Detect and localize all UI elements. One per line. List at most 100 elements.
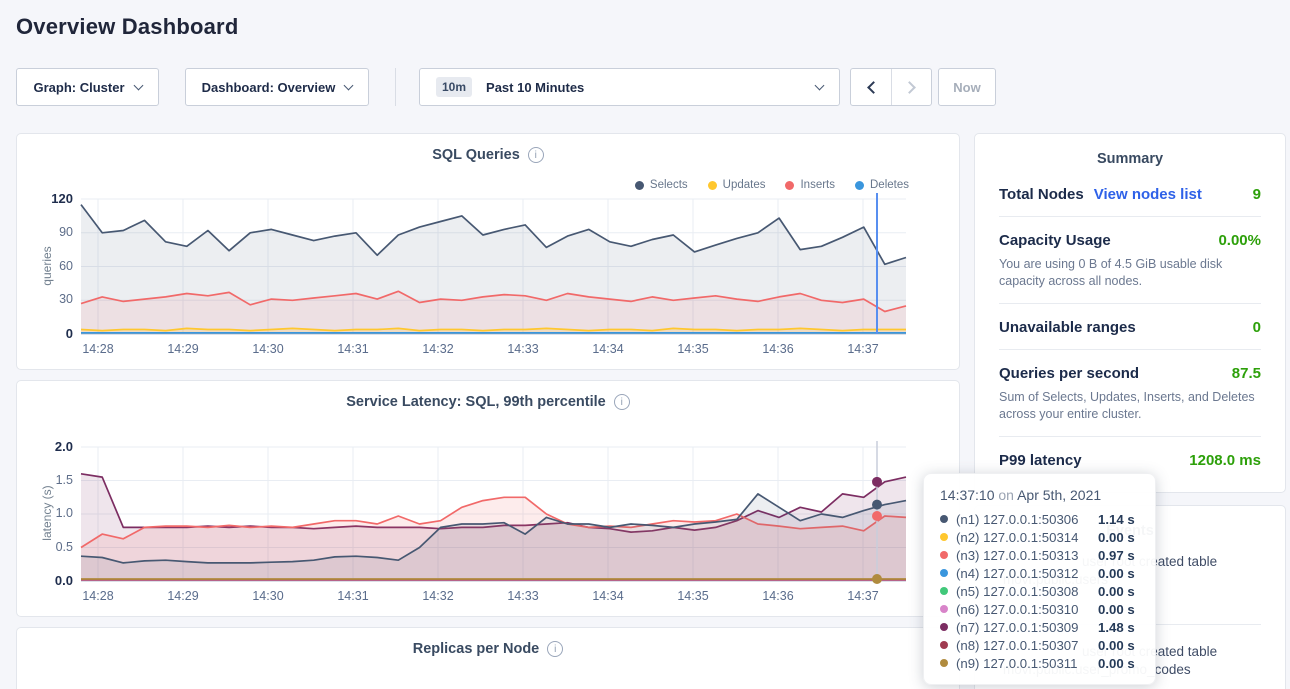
node-address: (n4) 127.0.0.1:50312 xyxy=(956,565,1079,581)
y-axis-tick: 1.0 xyxy=(55,506,73,520)
info-icon[interactable] xyxy=(547,641,564,657)
summary-panel: Summary Total Nodes View nodes list 9 Ca… xyxy=(974,133,1286,493)
x-axis-tick: 14:35 xyxy=(677,342,709,356)
dashboard-dropdown[interactable]: Dashboard: Overview xyxy=(185,68,369,106)
node-address: (n2) 127.0.0.1:50314 xyxy=(956,529,1079,545)
node-latency-value: 0.00 s xyxy=(1098,601,1135,617)
queries-per-second-label: Queries per second xyxy=(999,365,1140,382)
node-latency-value: 1.48 s xyxy=(1098,619,1135,635)
page-title: Overview Dashboard xyxy=(16,14,239,39)
controls-divider xyxy=(395,68,396,106)
now-button[interactable]: Now xyxy=(938,68,996,106)
tooltip-node-row: (n8) 127.0.0.1:50307 0.00 s xyxy=(924,636,1155,654)
x-axis-tick: 14:29 xyxy=(167,342,199,356)
view-nodes-list-link[interactable]: View nodes list xyxy=(1093,186,1202,203)
x-axis-tick: 14:37 xyxy=(847,342,879,356)
chevron-down-icon xyxy=(343,80,354,91)
node-latency-value: 1.14 s xyxy=(1098,511,1135,527)
node-address: (n7) 127.0.0.1:50309 xyxy=(956,619,1079,635)
tooltip-node-row: (n1) 127.0.0.1:50306 1.14 s xyxy=(924,510,1155,528)
node-dot-icon xyxy=(940,605,948,613)
x-axis-tick: 14:35 xyxy=(677,589,709,603)
x-axis-tick: 14:30 xyxy=(252,589,284,603)
p99-latency-value: 1208.0 ms xyxy=(1189,452,1261,469)
summary-title: Summary xyxy=(1096,151,1164,167)
graph-dropdown[interactable]: Graph: Cluster xyxy=(16,68,159,106)
capacity-usage-label: Capacity Usage xyxy=(999,232,1111,249)
node-latency-value: 0.00 s xyxy=(1098,655,1135,671)
tooltip-node-row: (n6) 127.0.0.1:50310 0.00 s xyxy=(924,600,1155,618)
time-prev-button[interactable] xyxy=(851,69,891,105)
time-nav-group xyxy=(850,68,932,106)
x-axis-tick: 14:34 xyxy=(592,589,624,603)
sql-queries-legend: Selects Updates Inserts Deletes xyxy=(634,179,909,191)
tooltip-node-row: (n9) 127.0.0.1:50311 0.00 s xyxy=(924,654,1155,672)
x-axis-tick: 14:32 xyxy=(422,589,454,603)
x-axis-tick: 14:31 xyxy=(337,589,369,603)
chevron-right-icon xyxy=(903,80,916,94)
x-axis-tick: 14:37 xyxy=(847,589,879,603)
replicas-per-node-panel: Replicas per Node xyxy=(16,627,960,689)
chevron-left-icon xyxy=(866,80,880,94)
node-dot-icon xyxy=(940,533,948,541)
x-axis-tick: 14:30 xyxy=(252,342,284,356)
unavailable-ranges-value: 0 xyxy=(1252,319,1261,336)
x-axis-tick: 14:33 xyxy=(507,589,539,603)
x-axis-tick: 14:32 xyxy=(422,342,454,356)
updates-dot-icon xyxy=(707,180,717,190)
capacity-usage-description: You are using 0 B of 4.5 GiB usable disk… xyxy=(999,257,1223,288)
x-axis-tick: 14:34 xyxy=(592,342,624,356)
info-icon[interactable] xyxy=(613,394,630,410)
y-axis-tick: 90 xyxy=(59,224,73,239)
latency-chart-svg[interactable] xyxy=(80,441,907,584)
tooltip-node-rows: (n1) 127.0.0.1:50306 1.14 s (n2) 127.0.0.1… xyxy=(924,510,1155,672)
node-dot-icon xyxy=(940,623,948,631)
y-axis-tick: 2.0 xyxy=(54,439,73,454)
y-axis-tick: 0 xyxy=(65,326,73,341)
node-address: (n8) 127.0.0.1:50307 xyxy=(956,637,1079,653)
x-axis-tick: 14:36 xyxy=(762,589,794,603)
node-latency-value: 0.00 s xyxy=(1098,637,1135,653)
time-range-label: Past 10 Minutes xyxy=(486,79,585,95)
service-latency-title: Service Latency: SQL, 99th percentile xyxy=(346,394,606,410)
node-dot-icon xyxy=(940,587,948,595)
selects-dot-icon xyxy=(634,180,644,190)
node-latency-value: 0.00 s xyxy=(1098,565,1135,581)
time-next-button[interactable] xyxy=(891,69,931,105)
unavailable-ranges-label: Unavailable ranges xyxy=(999,319,1136,336)
sql-queries-chart-svg[interactable] xyxy=(80,193,907,335)
queries-per-second-description: Sum of Selects, Updates, Inserts, and De… xyxy=(999,390,1255,421)
service-latency-panel: Service Latency: SQL, 99th percentile la… xyxy=(16,380,960,617)
node-address: (n9) 127.0.0.1:50311 xyxy=(956,655,1078,671)
node-address: (n5) 127.0.0.1:50308 xyxy=(956,583,1079,599)
total-nodes-label: Total Nodes xyxy=(999,186,1084,203)
summary-row-queries-per-second: Queries per second 87.5 Sum of Selects, … xyxy=(999,350,1261,437)
y-axis-tick: 60 xyxy=(59,258,73,273)
legend-item-deletes[interactable]: Deletes xyxy=(855,179,909,191)
legend-item-selects[interactable]: Selects xyxy=(634,179,688,191)
node-address: (n1) 127.0.0.1:50306 xyxy=(956,511,1079,527)
chevron-down-icon xyxy=(133,80,143,91)
chart-tooltip: 14:37:10 on Apr 5th, 2021 (n1) 127.0.0.1… xyxy=(923,473,1156,685)
y-axis-tick: 120 xyxy=(51,191,73,206)
info-icon[interactable] xyxy=(527,147,544,163)
tooltip-node-row: (n2) 127.0.0.1:50314 0.00 s xyxy=(924,528,1155,546)
time-range-dropdown[interactable]: 10m Past 10 Minutes xyxy=(419,68,840,106)
chevron-down-icon xyxy=(814,80,825,91)
x-axis-tick: 14:29 xyxy=(167,589,199,603)
inserts-dot-icon xyxy=(785,180,795,190)
sql-queries-panel: SQL Queries Selects Updates Inserts Dele… xyxy=(16,133,960,370)
summary-row-total-nodes: Total Nodes View nodes list 9 xyxy=(999,171,1261,217)
node-dot-icon xyxy=(940,641,948,649)
node-dot-icon xyxy=(940,515,948,523)
legend-item-inserts[interactable]: Inserts xyxy=(785,179,835,191)
node-dot-icon xyxy=(940,569,948,577)
node-latency-value: 0.00 s xyxy=(1098,529,1135,545)
x-axis-tick: 14:28 xyxy=(82,589,114,603)
sql-queries-title: SQL Queries xyxy=(432,147,520,163)
service-latency-plot[interactable]: 0.0 0.5 1.0 1.5 2.0 14:28 14:29 14:30 14:31 14:32… xyxy=(55,439,907,603)
legend-item-updates[interactable]: Updates xyxy=(707,179,765,191)
sql-queries-plot[interactable]: 0 30 60 90 120 14:28 14:29 14:30 14:31 14:32 14:33… xyxy=(51,191,907,356)
deletes-dot-icon xyxy=(855,180,864,190)
